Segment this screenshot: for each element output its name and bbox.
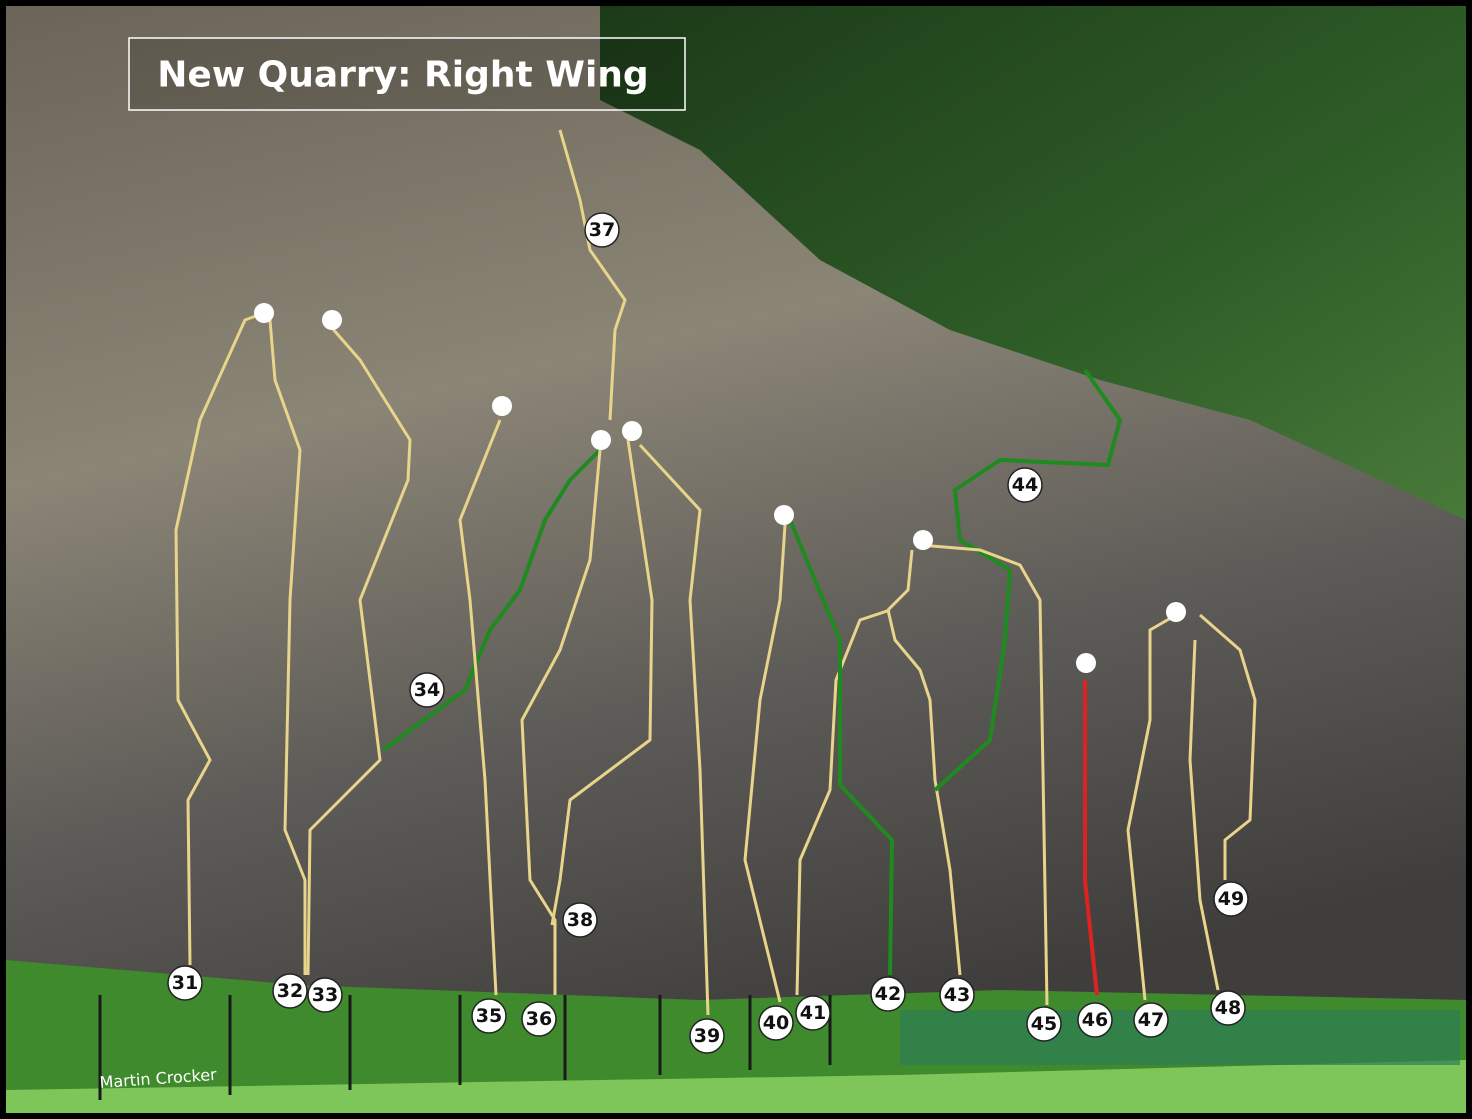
route-marker	[1007, 467, 1043, 503]
route-marker	[1026, 1006, 1062, 1042]
route-marker	[471, 998, 507, 1034]
green-fence	[900, 1010, 1460, 1065]
route-marker	[167, 965, 203, 1001]
grass	[6, 1060, 1466, 1113]
route-marker	[584, 212, 620, 248]
route-number: 33	[312, 984, 338, 1006]
route-marker	[562, 902, 598, 938]
fence	[98, 995, 832, 1100]
belays	[254, 303, 1186, 673]
route-marker	[870, 976, 906, 1012]
route-marker	[521, 1001, 557, 1037]
route-number: 47	[1138, 1009, 1164, 1031]
route-number: 49	[1218, 888, 1244, 910]
route-marker	[1077, 1002, 1113, 1038]
route-number: 41	[800, 1002, 826, 1024]
route-marker	[307, 977, 343, 1013]
route-number: 32	[277, 980, 303, 1002]
route-marker	[939, 977, 975, 1013]
route-marker	[1213, 881, 1249, 917]
routes	[174, 129, 1257, 1016]
route-marker	[1210, 990, 1246, 1026]
route-number: 34	[414, 679, 440, 701]
route-marker	[689, 1018, 725, 1054]
route-number: 36	[526, 1008, 552, 1030]
route-marker	[758, 1005, 794, 1041]
route-number: 46	[1082, 1009, 1108, 1031]
route-number: 35	[476, 1005, 502, 1027]
route-number: 40	[763, 1012, 789, 1034]
route-number: 44	[1012, 474, 1038, 496]
route-number: 39	[694, 1025, 720, 1047]
route-number: 48	[1215, 997, 1241, 1019]
trees	[600, 6, 1466, 520]
route-number: 38	[567, 909, 593, 931]
title-box	[128, 37, 686, 111]
route-marker	[795, 995, 831, 1031]
title: New Quarry: Right Wing	[157, 55, 648, 96]
route-marker	[1133, 1002, 1169, 1038]
route-number: 31	[172, 972, 198, 994]
route-number: 43	[944, 984, 970, 1006]
route-marker	[409, 672, 445, 708]
route-number: 42	[875, 983, 901, 1005]
route-marker	[272, 973, 308, 1009]
route-number: 37	[589, 219, 615, 241]
route-number: 45	[1031, 1013, 1057, 1035]
